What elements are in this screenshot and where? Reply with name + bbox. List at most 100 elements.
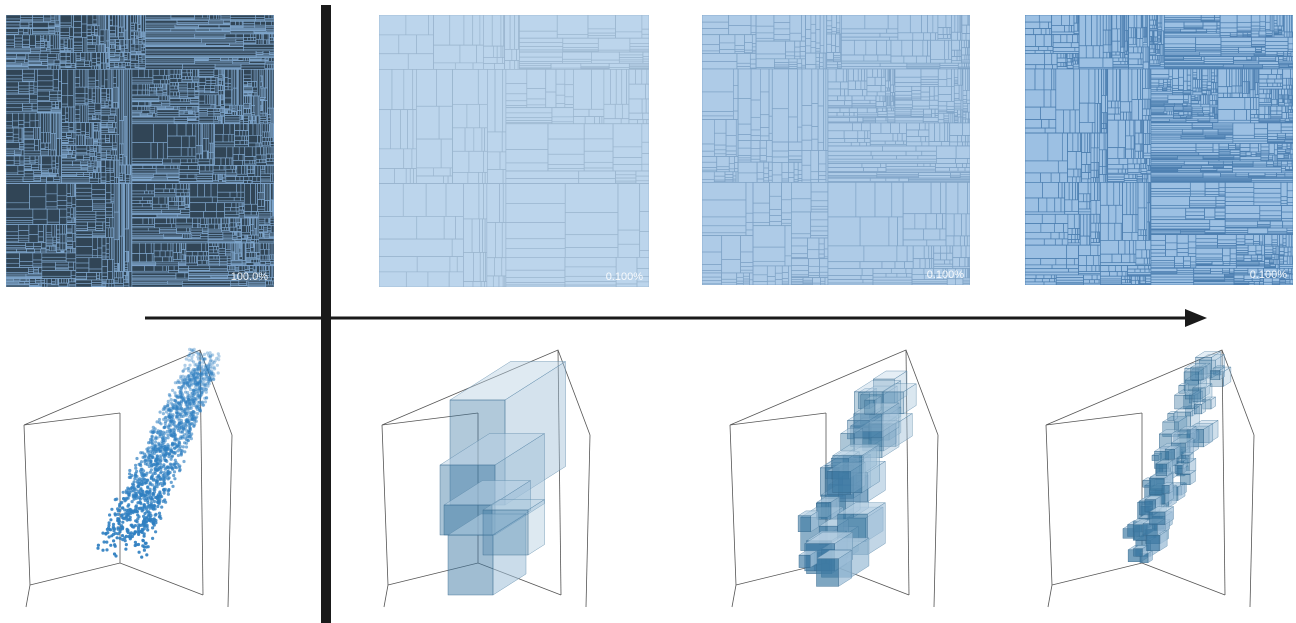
treemap-cell xyxy=(46,176,55,182)
treemap-cell xyxy=(106,58,110,64)
treemap-cell xyxy=(239,140,245,145)
treemap-cell xyxy=(145,57,196,61)
treemap-cell xyxy=(224,115,241,119)
treemap-cell xyxy=(87,69,96,79)
treemap-cell xyxy=(115,42,120,46)
treemap-cell xyxy=(93,122,99,126)
treemap-cell xyxy=(49,48,61,52)
treemap-cell xyxy=(214,123,224,135)
treemap-cell xyxy=(195,153,200,160)
treemap-cell xyxy=(23,143,35,149)
treemap-cell xyxy=(106,279,110,284)
treemap-cell xyxy=(249,160,254,165)
treemap-cell xyxy=(131,206,153,211)
treemap-cell xyxy=(110,110,117,114)
treemap-cell xyxy=(68,127,74,131)
treemap-cell xyxy=(169,217,174,225)
treemap-cell xyxy=(182,63,216,68)
treemap-cell xyxy=(224,210,238,216)
treemap-cell xyxy=(119,56,125,60)
treemap-cell xyxy=(66,196,73,204)
treemap-cell xyxy=(140,50,146,54)
treemap-cell xyxy=(270,225,274,234)
treemap-cell xyxy=(252,86,258,92)
treemap-cell xyxy=(28,90,35,94)
treemap-cell xyxy=(61,106,66,116)
treemap-cell xyxy=(169,78,178,83)
treemap-cell xyxy=(104,103,109,106)
treemap-cell xyxy=(98,172,102,179)
treemap-cell xyxy=(75,191,93,197)
treemap-cell xyxy=(244,156,255,161)
treemap-cell xyxy=(32,252,43,261)
treemap-cell xyxy=(164,250,171,258)
treemap-cell xyxy=(217,183,237,193)
treemap-cell xyxy=(145,50,257,54)
treemap-cell xyxy=(19,252,34,262)
treemap-cell xyxy=(235,21,240,26)
treemap-cell xyxy=(145,83,149,91)
treemap-cell xyxy=(238,69,242,106)
treemap-cell xyxy=(116,271,120,279)
treemap-cell xyxy=(124,261,129,266)
treemap-cell xyxy=(19,155,25,162)
treemap-cell xyxy=(141,110,151,114)
treemap-cell xyxy=(176,227,187,233)
treemap-cell xyxy=(261,141,266,146)
treemap-cell xyxy=(114,159,117,178)
treemap-cell xyxy=(86,32,92,36)
treemap-cell xyxy=(238,206,243,211)
treemap-cell xyxy=(263,227,268,231)
treemap-cell xyxy=(137,83,144,91)
treemap-cell xyxy=(238,146,246,155)
treemap-cell xyxy=(270,141,274,145)
treemap-cell xyxy=(92,172,96,179)
treemap-cell xyxy=(138,69,145,79)
treemap-cell xyxy=(61,157,77,162)
treemap-cell xyxy=(69,26,74,37)
treemap-cell xyxy=(40,151,49,155)
treemap-cell xyxy=(85,122,90,133)
treemap-cell xyxy=(214,223,219,230)
treemap-cell xyxy=(45,236,54,241)
treemap-cell xyxy=(160,242,169,252)
treemap-cell xyxy=(269,220,274,224)
treemap-cell xyxy=(23,139,35,145)
treemap-cell xyxy=(113,271,117,279)
treemap-cell xyxy=(225,165,232,170)
treemap-cell xyxy=(207,217,212,225)
treemap-cell xyxy=(93,130,97,140)
treemap-cell xyxy=(130,35,135,39)
treemap-cell xyxy=(230,165,234,170)
treemap-cell xyxy=(105,214,113,219)
treemap-cell xyxy=(87,137,91,146)
treemap-cell xyxy=(123,284,130,287)
treemap-cell xyxy=(89,122,93,139)
treemap-cell xyxy=(251,234,255,240)
treemap-cell xyxy=(41,242,47,249)
treemap-cell xyxy=(229,226,235,232)
treemap-cell xyxy=(106,93,111,99)
treemap-cell xyxy=(167,123,178,137)
treemap-cell xyxy=(75,183,93,189)
treemap-cell xyxy=(248,123,254,136)
treemap-cell xyxy=(126,228,130,252)
treemap-cell xyxy=(27,65,49,69)
treemap-cell xyxy=(16,248,27,252)
treemap-cell xyxy=(222,115,225,125)
treemap-cell xyxy=(210,80,217,84)
treemap-cell xyxy=(221,223,226,228)
treemap-cell xyxy=(268,15,273,19)
treemap-cell xyxy=(226,146,234,159)
treemap-cell xyxy=(242,160,246,166)
treemap-cell xyxy=(57,94,62,98)
treemap-cell xyxy=(187,94,196,98)
treemap-cell xyxy=(14,40,23,45)
treemap-cell xyxy=(162,158,173,164)
treemap-cell xyxy=(75,272,87,277)
treemap-cell xyxy=(227,78,232,84)
treemap-cell xyxy=(166,83,171,97)
treemap-cell xyxy=(59,208,68,218)
treemap-cell xyxy=(257,206,266,210)
treemap-cell xyxy=(97,237,103,249)
